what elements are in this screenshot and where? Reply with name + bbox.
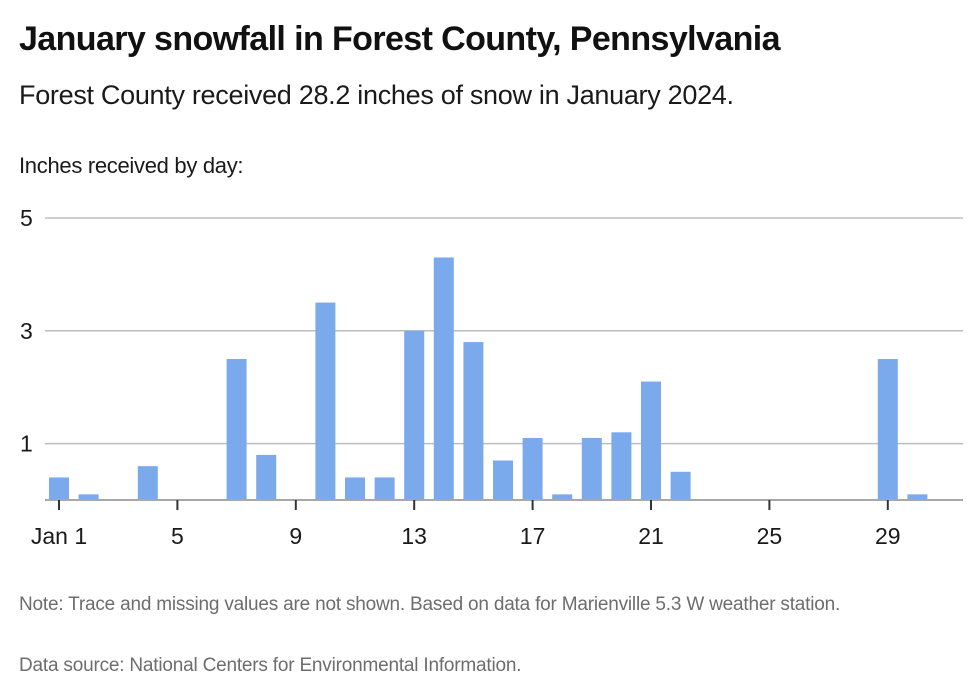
- bar-day-15: [463, 342, 484, 500]
- chart-title: January snowfall in Forest County, Penns…: [19, 20, 781, 58]
- x-axis: [45, 499, 963, 510]
- x-tick-label-13: 13: [401, 523, 427, 549]
- bar-day-19: [581, 437, 602, 500]
- bar-day-10: [315, 302, 336, 500]
- chart-subtitle: Forest County received 28.2 inches of sn…: [19, 80, 734, 110]
- x-tick-label-1: Jan 1: [31, 523, 87, 549]
- bar-day-14: [433, 257, 454, 500]
- y-axis-tick-labels: 1 3 5: [20, 205, 33, 457]
- bar-day-2: [78, 494, 99, 500]
- x-tick-label-5: 5: [171, 523, 184, 549]
- footnote: Note: Trace and missing values are not s…: [19, 594, 841, 615]
- y-tick-label-5: 5: [20, 205, 33, 231]
- bar-day-11: [345, 477, 365, 500]
- bar-day-17: [522, 437, 543, 500]
- x-tick-label-17: 17: [520, 523, 546, 549]
- bar-day-30: [907, 494, 928, 500]
- bar-day-29: [877, 359, 898, 500]
- bar-day-1: [49, 477, 69, 500]
- bar-day-7: [226, 359, 247, 500]
- bar-day-12: [374, 477, 395, 500]
- bar-day-18: [552, 494, 573, 500]
- bar-chart: 135 Jan 1 5 9 13 17 21 25 29: [20, 205, 963, 549]
- bars: [49, 257, 928, 500]
- y-tick-label-3: 3: [20, 318, 33, 344]
- x-tick-label-25: 25: [757, 523, 783, 549]
- bar-day-4: [137, 466, 158, 500]
- bar-day-20: [611, 432, 632, 500]
- data-source: Data source: National Centers for Enviro…: [19, 655, 522, 676]
- y-axis-caption: Inches received by day:: [19, 153, 244, 178]
- y-tick-label-1: 1: [20, 431, 33, 457]
- gridlines: [45, 217, 963, 445]
- x-tick-label-29: 29: [875, 523, 901, 549]
- bar-day-8: [256, 454, 277, 500]
- bar-day-16: [493, 460, 513, 500]
- x-axis-tick-labels: Jan 1 5 9 13 17 21 25 29: [31, 523, 901, 549]
- bar-day-13: [404, 330, 425, 500]
- bar-day-22: [670, 471, 691, 500]
- x-tick-label-21: 21: [638, 523, 664, 549]
- bar-day-21: [641, 381, 661, 500]
- x-tick-label-9: 9: [289, 523, 302, 549]
